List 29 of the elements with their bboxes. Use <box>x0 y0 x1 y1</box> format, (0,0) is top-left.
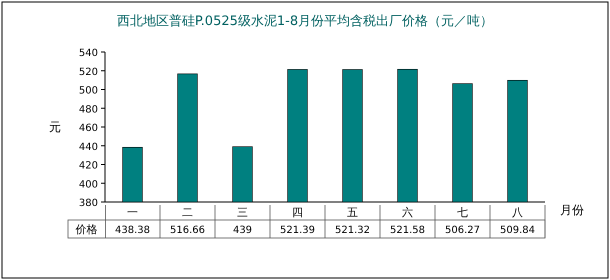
x-tick-label: 三 <box>237 206 248 219</box>
data-label: 439 <box>232 225 252 236</box>
y-tick-label: 380 <box>78 198 98 209</box>
data-label: 509.84 <box>500 225 535 236</box>
data-label: 438.38 <box>115 225 150 236</box>
y-tick-label: 500 <box>78 86 98 96</box>
y-axis-title: 元 <box>49 120 61 134</box>
data-label: 521.58 <box>390 225 425 236</box>
y-tick-label: 480 <box>78 104 98 116</box>
y-tick-label: 420 <box>78 160 98 172</box>
x-tick-label: 六 <box>402 206 413 219</box>
x-tick-label: 七 <box>457 206 468 219</box>
data-label: 506.27 <box>445 225 480 236</box>
chart-title: 西北地区普硅P.0525级水泥1-8月份平均含税出厂价格（元／吨） <box>116 13 494 29</box>
y-tick-label: 440 <box>78 142 98 153</box>
x-tick-label: 四 <box>292 206 303 219</box>
y-tick-label: 520 <box>78 66 98 78</box>
data-label: 521.39 <box>280 225 315 236</box>
text: 价格 <box>74 223 98 236</box>
data-label: 516.66 <box>170 225 205 236</box>
x-axis-title: 月份 <box>560 203 584 217</box>
x-tick-label: 二 <box>182 206 193 219</box>
data-label: 521.32 <box>335 225 370 236</box>
y-tick-label: 540 <box>78 48 98 59</box>
x-tick-label: 八 <box>512 206 523 219</box>
y-tick-label: 460 <box>78 123 98 134</box>
x-tick-label: 一 <box>127 206 138 219</box>
x-tick-label: 五 <box>347 206 358 219</box>
y-tick-label: 400 <box>78 179 98 190</box>
